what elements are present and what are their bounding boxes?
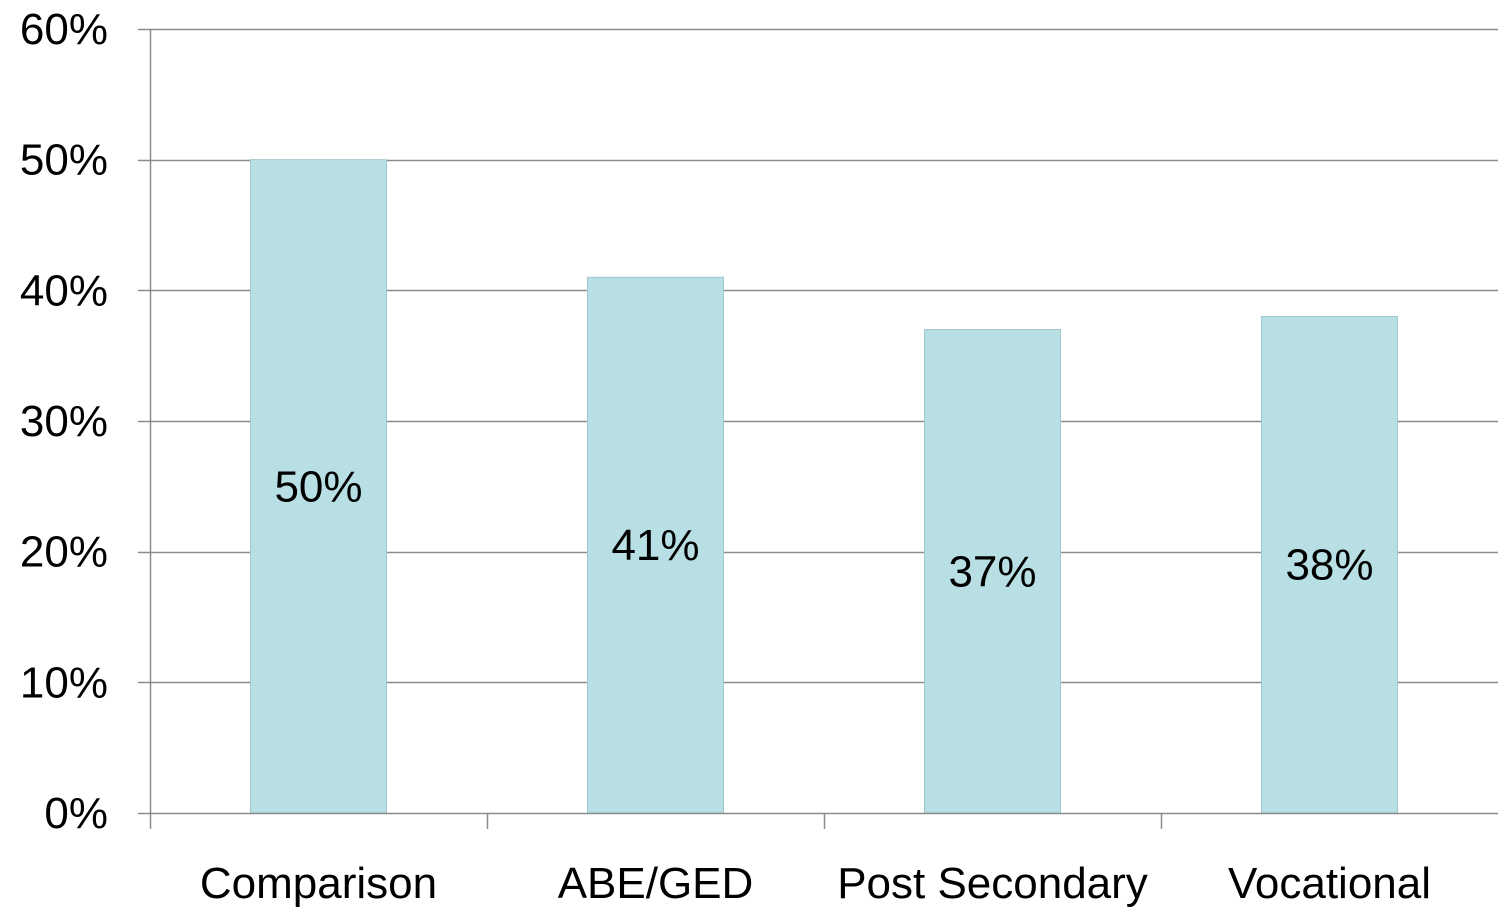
y-tick-label: 0% [44, 789, 108, 838]
x-tick-label: Comparison [200, 859, 437, 908]
data-label: 41% [611, 521, 699, 570]
bar-comparison [250, 159, 387, 814]
x-tick-label: Post Secondary [837, 859, 1148, 908]
y-tick-label: 20% [20, 528, 108, 577]
x-tick-label: Vocational [1228, 859, 1431, 908]
y-tick-label: 60% [20, 5, 108, 54]
y-tick-label: 50% [20, 136, 108, 185]
bars [250, 159, 1398, 814]
y-tick-label: 30% [20, 397, 108, 446]
axes [138, 28, 1498, 829]
data-label: 37% [948, 547, 1036, 596]
y-tick-label: 40% [20, 266, 108, 315]
data-label: 50% [274, 462, 362, 511]
labels: 0% 10% 20% 30% 40% 50% 60% 50% Comparison 41% ABE/… [20, 5, 1431, 908]
bar-vocational [1261, 315, 1398, 814]
bar-abe-ged [587, 276, 724, 814]
x-tick-label: ABE/GED [558, 859, 754, 908]
bar-post-secondary [924, 329, 1061, 814]
data-label: 38% [1285, 541, 1373, 590]
y-tick-label: 10% [20, 658, 108, 707]
